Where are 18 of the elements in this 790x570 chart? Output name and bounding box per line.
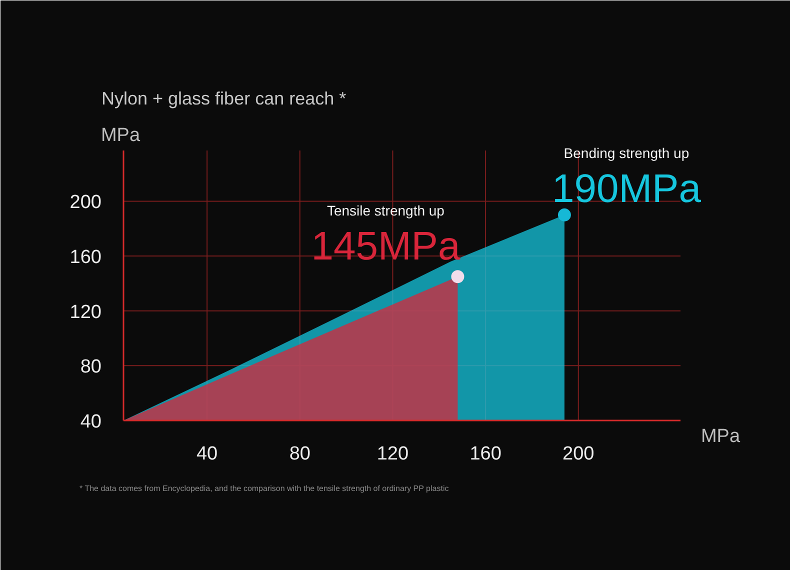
chart-title: Nylon + glass fiber can reach * [102, 88, 346, 108]
annotation: 190MPa [552, 166, 702, 211]
x-tick-label: 80 [289, 444, 310, 464]
annotation: 145MPa [311, 224, 461, 269]
text: * The data comes from Encyclopedia, and the comparison with the tensile strength of ordinary PP plastic [80, 484, 449, 493]
x-tick-label: 40 [196, 444, 218, 464]
y-tick-label: 120 [70, 302, 102, 323]
y-axis-title: MPa [100, 125, 140, 146]
y-tick-label: 160 [70, 247, 102, 268]
y-tick-label: 80 [80, 356, 102, 378]
x-tick-label: 120 [376, 444, 409, 464]
x-tick-label: 200 [562, 444, 594, 464]
x-tick-label: 160 [470, 444, 502, 464]
y-tick-label: 40 [80, 412, 102, 432]
annotation: Bending strength up [564, 144, 690, 161]
y-tick-label: 200 [70, 192, 102, 214]
x-axis-title: MPa [700, 426, 740, 447]
annotation: Tensile strength up [326, 202, 445, 219]
